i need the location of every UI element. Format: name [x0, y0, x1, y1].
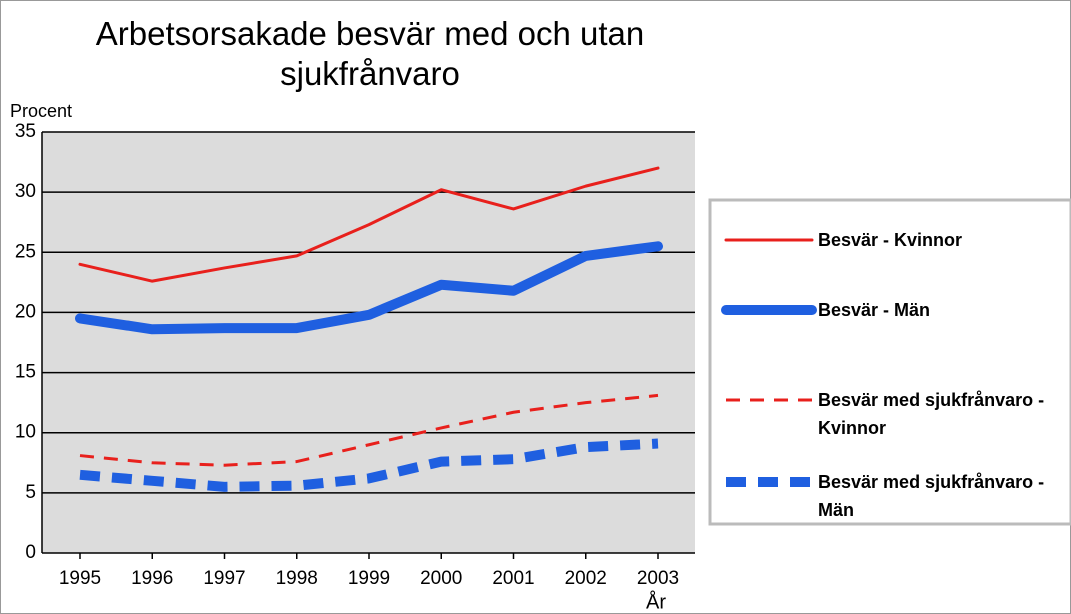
series-line [79, 393, 659, 467]
x-axis-label: År [646, 590, 666, 613]
legend-label: Besvär med sjukfrånvaro - Kvinnor [818, 390, 1045, 438]
x-tick-label: 2003 [637, 568, 679, 589]
y-tick-label: 30 [15, 181, 36, 202]
y-tick-label: 35 [15, 121, 36, 142]
legend-label: Besvär - Män [818, 300, 931, 320]
x-tick-label: 1999 [348, 568, 390, 589]
x-tick-label: 2002 [565, 568, 607, 589]
x-tick-label: 1995 [59, 568, 101, 589]
y-tick-label: 5 [25, 482, 36, 503]
chart-title: Arbetsorsakade besvär med och utan sjukf… [95, 15, 645, 92]
series-line [79, 438, 659, 492]
x-tick-label: 1997 [203, 568, 245, 589]
legend-label: Besvär - Kvinnor [818, 230, 963, 250]
x-tick-label: 2001 [492, 568, 534, 589]
y-axis-label: Procent [10, 101, 72, 121]
x-tick-label: 1996 [131, 568, 173, 589]
legend-label: Besvär med sjukfrånvaro - Män [818, 472, 1045, 520]
y-tick-label: 20 [15, 301, 36, 322]
y-tick-label: 10 [15, 422, 36, 443]
y-tick-label: 15 [15, 362, 36, 383]
series-line [75, 241, 663, 335]
x-tick-label: 2000 [420, 568, 462, 589]
y-tick-label: 25 [15, 241, 36, 262]
x-tick-label: 1998 [276, 568, 318, 589]
series-line [78, 166, 660, 283]
plot-area [42, 132, 695, 553]
legend-box [708, 198, 1071, 526]
y-tick-label: 0 [25, 542, 36, 563]
